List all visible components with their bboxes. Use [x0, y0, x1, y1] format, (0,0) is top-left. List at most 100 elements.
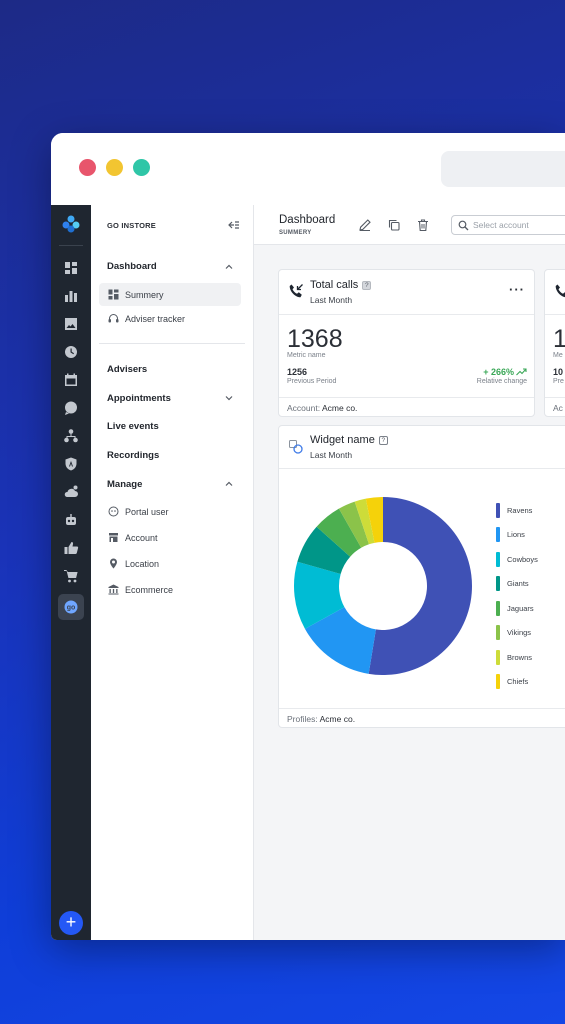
history-icon[interactable]: [61, 342, 81, 362]
relative-change-label: Relative change: [476, 378, 527, 385]
sidebar-item-label: Ecommerce: [125, 584, 174, 595]
page-subtitle: SUMMERY: [279, 230, 312, 236]
metric-value: 1368: [287, 325, 343, 353]
legend-label: Giants: [507, 579, 529, 588]
nav-section-appointments[interactable]: Appointments: [107, 393, 171, 404]
help-icon[interactable]: ?: [378, 436, 388, 445]
calendar-icon[interactable]: [61, 370, 81, 390]
donut-slice-giants[interactable]: [297, 526, 351, 575]
thumbs-up-icon[interactable]: [61, 538, 81, 558]
trash-icon[interactable]: [416, 218, 430, 232]
legend-item-jaguars[interactable]: Jaguars: [496, 600, 534, 616]
maximize-window-button[interactable]: [133, 159, 150, 176]
chevron-up-icon[interactable]: [224, 262, 234, 272]
add-button[interactable]: +: [59, 911, 83, 935]
go-instore-icon[interactable]: go: [58, 594, 84, 620]
nav-section-manage[interactable]: Manage: [107, 479, 143, 490]
nav-section-advisers[interactable]: Advisers: [107, 364, 148, 375]
legend-label: Ravens: [507, 505, 533, 515]
legend-swatch: [496, 674, 500, 689]
legend-label: Lions: [507, 530, 525, 539]
page-header: Dashboard SUMMERY: [254, 205, 565, 245]
donut-slice-jaguars[interactable]: [316, 508, 362, 557]
legend-label: Vikings: [507, 628, 532, 637]
address-bar[interactable]: [441, 151, 565, 187]
legend-swatch: [496, 625, 500, 640]
app-window: go + 12 GO INSTORE Dashboard Summery Adv…: [51, 133, 565, 940]
edit-icon[interactable]: [358, 218, 372, 232]
sidebar-item-adviser-tracker[interactable]: Adviser tracker: [99, 307, 241, 330]
nav-section-dashboard[interactable]: Dashboard: [107, 261, 157, 272]
donut-slice-browns[interactable]: [354, 498, 375, 545]
legend-swatch: [496, 502, 500, 518]
robot-icon[interactable]: [61, 510, 81, 530]
chevron-down-icon[interactable]: [224, 393, 234, 403]
previous-value: 1256: [287, 367, 308, 377]
previous-label: Pre: [553, 378, 564, 385]
image-icon[interactable]: [61, 314, 81, 334]
sidebar-item-label: Location: [125, 558, 160, 569]
legend-label: Cowboys: [507, 554, 538, 564]
brand-name: GO INSTORE: [107, 221, 156, 230]
sidebar-item-ecommerce[interactable]: Ecommerce: [99, 578, 241, 601]
weather-icon[interactable]: [61, 482, 81, 502]
bank-icon: [108, 584, 119, 595]
partial-metric-card: 1 Me 10 Pre Ac: [544, 269, 565, 417]
main-content: Dashboard SUMMERY Total calls? Last Mont…: [254, 205, 565, 940]
minimize-window-button[interactable]: [106, 159, 123, 176]
bar-chart-icon[interactable]: [61, 286, 81, 306]
search-input[interactable]: [473, 218, 565, 232]
chat-icon[interactable]: [61, 398, 81, 418]
donut-slice-ravens[interactable]: [368, 497, 472, 675]
hierarchy-icon[interactable]: [61, 426, 81, 446]
rail-divider: [59, 245, 83, 246]
previous-label: Previous Period: [287, 378, 337, 385]
relative-change: + 266%: [483, 367, 514, 377]
card-title: Widget name?: [310, 434, 388, 446]
icon-rail: go + 12: [51, 205, 91, 940]
legend-item-chiefs[interactable]: Chiefs: [496, 674, 528, 690]
legend-item-cowboys[interactable]: Cowboys: [496, 551, 538, 567]
legend-label: Browns: [507, 652, 533, 662]
card-header: Widget name? Last Month: [279, 426, 565, 469]
nav-section-recordings[interactable]: Recordings: [107, 450, 160, 461]
sidebar-item-label: Adviser tracker: [125, 313, 186, 324]
legend-swatch: [496, 551, 500, 567]
user-circle-icon: [108, 506, 119, 517]
more-options-icon[interactable]: ···: [509, 282, 525, 297]
legend-label: Jaguars: [507, 603, 534, 613]
legend-item-giants[interactable]: Giants: [496, 576, 529, 592]
donut-slice-cowboys[interactable]: [294, 561, 345, 629]
legend-swatch: [496, 649, 500, 665]
card-period: Last Month: [310, 295, 353, 305]
sidebar-item-location[interactable]: Location: [99, 552, 241, 575]
donut-slice-lions[interactable]: [304, 607, 376, 674]
headset-icon: [108, 314, 119, 323]
incoming-call-icon: [289, 284, 303, 298]
sidebar-item-label: Portal user: [125, 506, 169, 517]
previous-value: 10: [553, 367, 564, 377]
legend-item-vikings[interactable]: Vikings: [496, 625, 531, 641]
account-search: [451, 215, 565, 235]
nav-section-live-events[interactable]: Live events: [107, 421, 159, 432]
donut-slice-chiefs[interactable]: [365, 497, 383, 543]
copy-icon[interactable]: [387, 218, 401, 232]
chevron-up-icon[interactable]: [224, 479, 234, 489]
collapse-sidebar-icon[interactable]: [227, 218, 241, 232]
dashboard-icon[interactable]: [61, 258, 81, 278]
sidebar-item-label: Summery: [125, 289, 164, 300]
card-footer: Ac: [545, 397, 565, 417]
close-window-button[interactable]: [79, 159, 96, 176]
sidebar-item-portal-user[interactable]: Portal user: [99, 500, 241, 523]
donut-slice-vikings[interactable]: [338, 501, 369, 548]
help-icon[interactable]: ?: [362, 281, 372, 290]
legend-item-browns[interactable]: Browns: [496, 649, 532, 665]
shield-icon[interactable]: [61, 454, 81, 474]
card-title: Total calls?: [310, 279, 372, 291]
sidebar-item-summery[interactable]: Summery: [99, 283, 241, 306]
card-period: Last Month: [310, 450, 353, 460]
cart-icon[interactable]: [61, 566, 81, 586]
legend-item-lions[interactable]: Lions: [496, 527, 525, 543]
legend-item-ravens[interactable]: Ravens: [496, 502, 532, 518]
sidebar-item-account[interactable]: Account: [99, 526, 241, 549]
